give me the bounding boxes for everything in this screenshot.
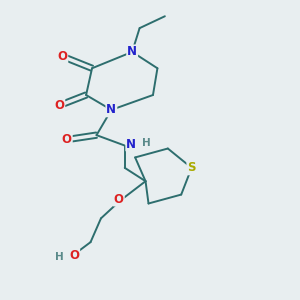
Text: O: O (69, 249, 79, 262)
Text: O: O (114, 193, 124, 206)
Text: O: O (57, 50, 67, 63)
Text: O: O (62, 133, 72, 146)
Text: N: N (126, 138, 136, 151)
Text: N: N (127, 45, 137, 58)
Text: N: N (106, 103, 116, 116)
Text: H: H (142, 138, 151, 148)
Text: S: S (188, 161, 196, 174)
Text: O: O (54, 99, 64, 112)
Text: H: H (55, 252, 64, 262)
